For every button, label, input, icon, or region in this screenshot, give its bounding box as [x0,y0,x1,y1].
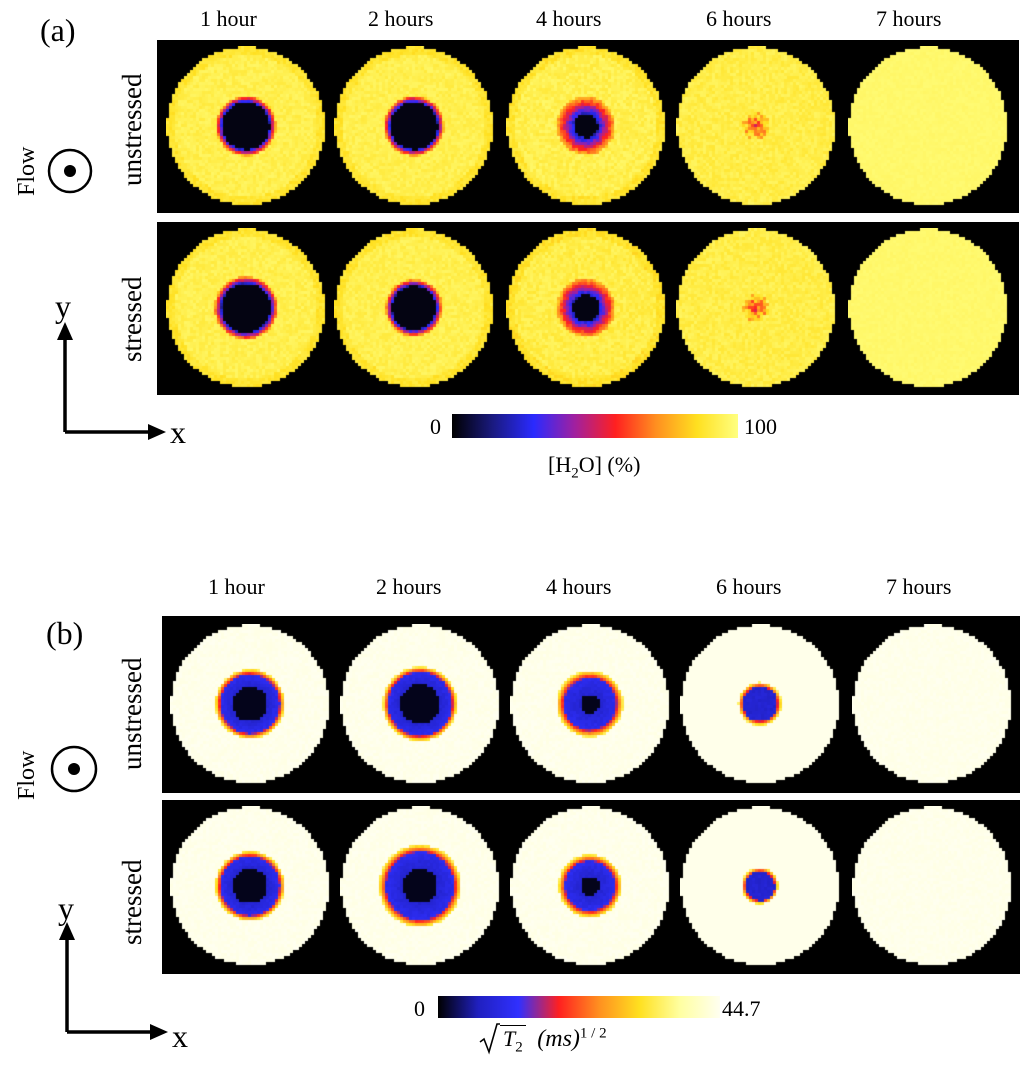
column-label: 4 hours [546,574,612,599]
flow-out-of-plane-icon [47,148,93,194]
panel-label: (b) [46,615,84,651]
colorbar-h2o [452,414,738,438]
axes-arrows-icon [59,922,168,1040]
row-label-unstressed: unstressed [117,657,147,770]
axes-arrows-icon [57,322,166,440]
column-label: 1 hour [200,6,257,31]
colorbar-title-sub: 2 [515,1039,523,1056]
colorbar-title-rest: O] (%) [578,452,641,477]
t2-map-stressed-1h [170,806,330,966]
h2o-map-unstressed-2h [334,46,494,206]
h2o-map-stressed-4h [506,228,666,388]
colorbar-max-label: 44.7 [722,996,761,1021]
colorbar-title-main: [H [548,452,572,477]
h2o-map-unstressed-6h [676,46,836,206]
panel-label: (a) [40,12,76,48]
colorbar-t2 [438,996,720,1018]
column-label: 6 hours [706,6,772,31]
t2-map-stressed-6h [680,806,840,966]
colorbar-max-label: 100 [744,414,777,439]
axis-x-label: x [172,1018,188,1054]
colorbar-title-exp: 1 / 2 [579,1025,607,1042]
t2-map-unstressed-4h [510,624,670,784]
colorbar-title-t: T [503,1026,516,1051]
column-label: 2 hours [368,6,434,31]
colorbar-title: [H2O] (%) [548,452,640,482]
t2-map-unstressed-6h [680,624,840,784]
t2-map-stressed-2h [340,806,500,966]
column-label: 7 hours [876,6,942,31]
flow-label: Flow [14,750,40,800]
flow-out-of-plane-icon [50,745,98,793]
t2-map-unstressed-1h [170,624,330,784]
column-label: 7 hours [886,574,952,599]
colorbar-title-units: (ms) [537,1026,580,1052]
colorbar-title-sub: 2 [571,465,579,482]
t2-map-unstressed-7h [852,624,1012,784]
h2o-map-stressed-1h [166,228,326,388]
h2o-map-stressed-2h [334,228,494,388]
t2-map-stressed-4h [510,806,670,966]
t2-map-stressed-7h [852,806,1012,966]
colorbar-min-label: 0 [414,996,425,1021]
t2-map-unstressed-2h [340,624,500,784]
flow-label: Flow [14,146,40,196]
h2o-map-unstressed-4h [506,46,666,206]
column-label: 2 hours [376,574,442,599]
axis-x-label: x [170,414,186,450]
column-label: 6 hours [716,574,782,599]
h2o-map-stressed-6h [676,228,836,388]
colorbar-title: T2 (ms)1 / 2 [478,1022,607,1056]
row-label-unstressed: unstressed [117,73,147,186]
h2o-map-unstressed-1h [166,46,326,206]
sqrt-symbol-icon [479,1023,500,1055]
axis-y-label: y [58,890,74,926]
h2o-map-unstressed-7h [848,46,1008,206]
axis-y-label: y [55,288,71,324]
column-label: 4 hours [536,6,602,31]
column-label: 1 hour [208,574,265,599]
colorbar-min-label: 0 [430,414,441,439]
h2o-map-stressed-7h [848,228,1008,388]
